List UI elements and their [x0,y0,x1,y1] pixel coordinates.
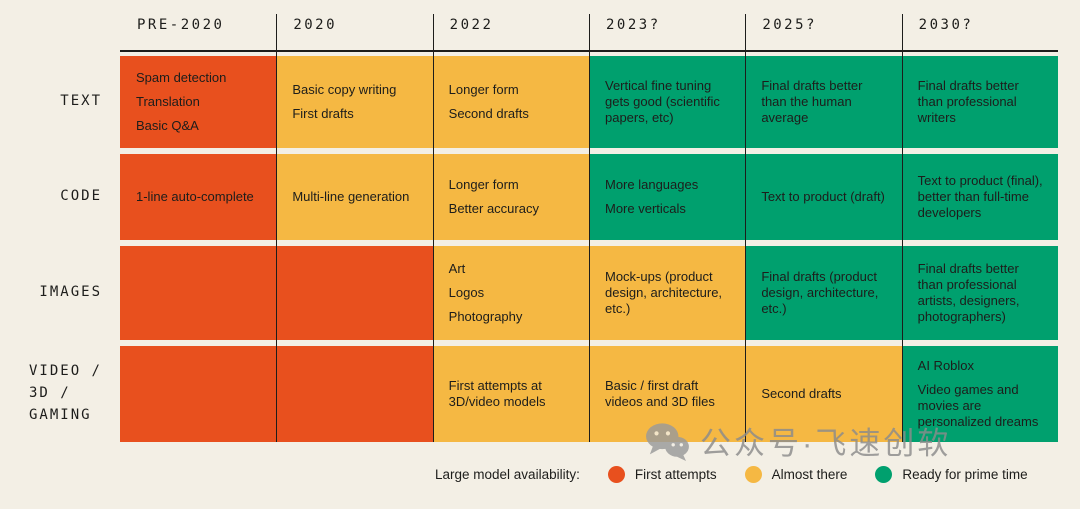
table-row: CODE 1-line auto-complete Multi-line gener… [0,154,1058,240]
cell-text: Basic copy writing [292,82,397,98]
row-label: VIDEO / 3D / GAMING [0,346,120,442]
table-body: TEXT Spam detection Translation Basic Q&A Ba… [0,56,1058,442]
table-cell: Final drafts better than professional wr… [901,56,1058,148]
table-cell: 1-line auto-complete [120,154,277,240]
table-cell: Art Logos Photography [432,246,589,340]
row-label-text: CODE [60,188,102,205]
table-cell: Second drafts [745,346,902,442]
table-row: VIDEO / 3D / GAMING First attempts at 3D/… [0,346,1058,442]
legend-item: Almost there [744,466,848,483]
cell-text: Final drafts better than professional wr… [917,78,1019,125]
watermark-text: 公众号·飞速创软 [700,426,952,461]
table-cell: Multi-line generation [276,154,433,240]
table-cell: Final drafts better than the human avera… [745,56,902,148]
table-cell: First attempts at 3D/video models [432,346,589,442]
legend-item-label: Ready for prime time [902,467,1028,482]
watermark: 公众号·飞速创软 [644,418,951,463]
cell-text: Final drafts better than professional ar… [917,261,1020,324]
table-cell [276,346,433,442]
header-divider-line [120,50,1058,52]
table-row: IMAGES Art Logos Photography Mock-ups (produ… [0,246,1058,340]
cell-text: Photography [448,308,523,324]
cell-text: Spam detection [136,70,227,86]
legend-items: First attempts Almost there Ready for prim… [607,466,1028,483]
cell-text: Text to product (draft) [761,189,885,205]
cell-text: Basic / first draft videos and 3D files [604,378,715,409]
cell-text: Text to product (final), better than ful… [917,173,1043,220]
cell-text: Multi-line generation [292,189,410,205]
legend-item: First attempts [607,466,717,483]
cell-text: AI Roblox [917,358,975,374]
cell-text: First drafts [292,106,354,121]
table-cell: Final drafts (product design, architectu… [745,246,902,340]
row-label: TEXT [0,56,120,148]
row-label-text: IMAGES [39,284,102,301]
table-cell [120,246,277,340]
cell-text: Final drafts (product design, architectu… [761,269,879,316]
cell-text: Final drafts better than the human avera… [761,78,863,125]
legend-dot-icon [607,466,625,483]
column-header: 2025? [762,17,817,33]
column-header: 2020 [293,17,338,33]
cell-text: Longer form [448,82,519,98]
legend-dot-icon [875,466,893,483]
table-cell: Mock-ups (product design, architecture, … [588,246,746,340]
column-header-row: PRE-2020 2020 2022 2023? 2025? 2030? [120,17,1058,33]
cell-text: Longer form [448,177,519,193]
cell-text: Art [448,261,466,277]
table-cell: Longer form Second drafts [432,56,589,148]
row-label: CODE [0,154,120,240]
cell-text: Video games and movies are personalized … [917,382,1039,429]
table-cell: AI Roblox Video games and movies are pers… [901,346,1058,442]
table-cell: Vertical fine tuning gets good (scientif… [588,56,746,148]
legend-item-label: Almost there [771,467,848,482]
row-label: IMAGES [0,246,120,340]
table-cell: More languages More verticals [588,154,746,240]
table-cell: Spam detection Translation Basic Q&A [120,56,277,148]
table-cell: Longer form Better accuracy [432,154,589,240]
table-cell: Final drafts better than professional ar… [901,246,1058,340]
cell-text: Basic Q&A [136,117,199,133]
cell-text: 1-line auto-complete [136,189,254,205]
table-cell: Basic / first draft videos and 3D files [588,346,746,442]
wechat-icon [644,421,690,461]
cell-text: Vertical fine tuning gets good (scientif… [604,78,720,125]
legend-item: Ready for prime time [875,466,1028,483]
legend-title: Large model availability: [435,467,580,482]
cell-text: Better accuracy [448,201,539,216]
cell-text: Translation [136,94,200,110]
column-header: PRE-2020 [137,17,225,33]
table-cell [276,246,433,340]
cell-text: Second drafts [448,106,529,121]
cell-text: Logos [448,285,485,301]
legend-item-label: First attempts [634,467,717,482]
table-row: TEXT Spam detection Translation Basic Q&A Ba… [0,56,1058,148]
table-cell: Basic copy writing First drafts [276,56,433,148]
column-header: 2022 [449,17,494,33]
row-label-text: TEXT [60,93,102,110]
cell-text: First attempts at 3D/video models [448,378,546,409]
legend-dot-icon [744,466,762,483]
table-cell: Text to product (final), better than ful… [901,154,1058,240]
legend: Large model availability: First attempts… [435,466,1028,483]
column-header: 2023? [605,17,661,33]
row-label-text: VIDEO / 3D / GAMING [28,363,102,423]
table-cell [120,346,277,442]
cell-text: Second drafts [761,386,842,402]
column-header: 2030? [918,17,974,33]
cell-text: Mock-ups (product design, architecture, … [604,269,723,316]
cell-text: More languages [604,177,699,193]
cell-text: More verticals [604,201,686,216]
table-cell: Text to product (draft) [745,154,902,240]
